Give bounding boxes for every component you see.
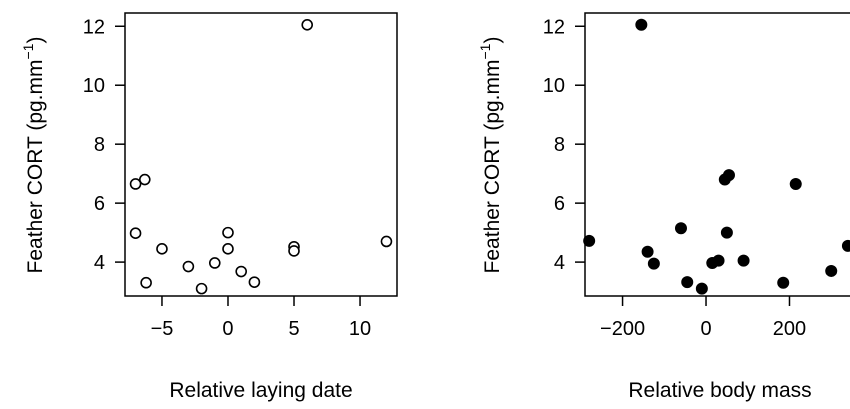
y-tick-label: 8 (554, 134, 565, 156)
y-tick-label: 12 (543, 16, 565, 38)
data-point (720, 226, 733, 239)
data-point (777, 276, 790, 289)
data-point (635, 18, 648, 31)
data-point (647, 257, 660, 270)
data-point (380, 235, 393, 248)
y-ticks-right: 4 6 8 10 12 (543, 16, 585, 274)
x-axis-title-left: Relative laying date (169, 379, 352, 402)
x-tick-label: −200 (600, 318, 645, 340)
data-point (140, 276, 152, 289)
data-point (139, 173, 151, 186)
data-point (722, 169, 735, 182)
y-tick-label: 10 (83, 75, 105, 97)
data-point (248, 276, 261, 288)
plot-frame-right (584, 12, 850, 297)
data-point (222, 226, 234, 239)
x-tick-label: 0 (222, 318, 233, 340)
x-tick-label: 5 (288, 318, 299, 340)
y-tick-label: 4 (554, 252, 565, 274)
x-axis-title-right: Relative body mass (628, 379, 811, 402)
y-tick-label: 4 (94, 252, 105, 274)
data-point (825, 264, 838, 277)
points-left (129, 18, 393, 295)
data-point (681, 276, 694, 289)
x-ticks-right: −200 0 200 (600, 296, 806, 340)
data-point (841, 239, 850, 252)
panel-laying-date: −5 0 5 10 4 6 8 10 12 Relative laying date Feat… (20, 12, 398, 402)
y-tick-label: 10 (543, 75, 565, 97)
data-point (129, 178, 142, 190)
points-right (583, 18, 850, 295)
data-point (674, 222, 687, 235)
y-tick-label: 6 (554, 193, 565, 215)
y-axis-title-left: Feather CORT (pg.mm−1) (20, 37, 47, 274)
y-tick-label: 12 (83, 16, 105, 38)
data-point (695, 282, 708, 295)
data-point (583, 234, 596, 247)
data-point (156, 243, 168, 255)
data-point (222, 243, 234, 255)
data-point (641, 245, 654, 258)
y-ticks-left: 4 6 8 10 12 (83, 16, 125, 274)
data-point (129, 227, 142, 240)
data-point (235, 265, 247, 278)
y-tick-label: 6 (94, 193, 105, 215)
plot-frame-left (124, 12, 398, 297)
x-ticks-left: −5 0 5 10 (151, 296, 371, 340)
panel-body-mass: −200 0 200 4 6 8 10 12 Relative body mass Feat… (477, 12, 850, 402)
data-point (737, 254, 750, 267)
data-point (208, 257, 221, 269)
y-tick-label: 8 (94, 134, 105, 156)
y-axis-title-right: Feather CORT (pg.mm−1) (477, 37, 504, 274)
data-point (301, 18, 314, 31)
x-tick-label: −5 (151, 318, 174, 340)
data-point (712, 254, 725, 267)
data-point (182, 260, 195, 273)
x-tick-label: 10 (349, 318, 371, 340)
data-point (288, 245, 300, 257)
data-point (195, 282, 208, 295)
x-tick-label: 200 (773, 318, 806, 340)
data-point (789, 177, 802, 190)
x-tick-label: 0 (700, 318, 711, 340)
